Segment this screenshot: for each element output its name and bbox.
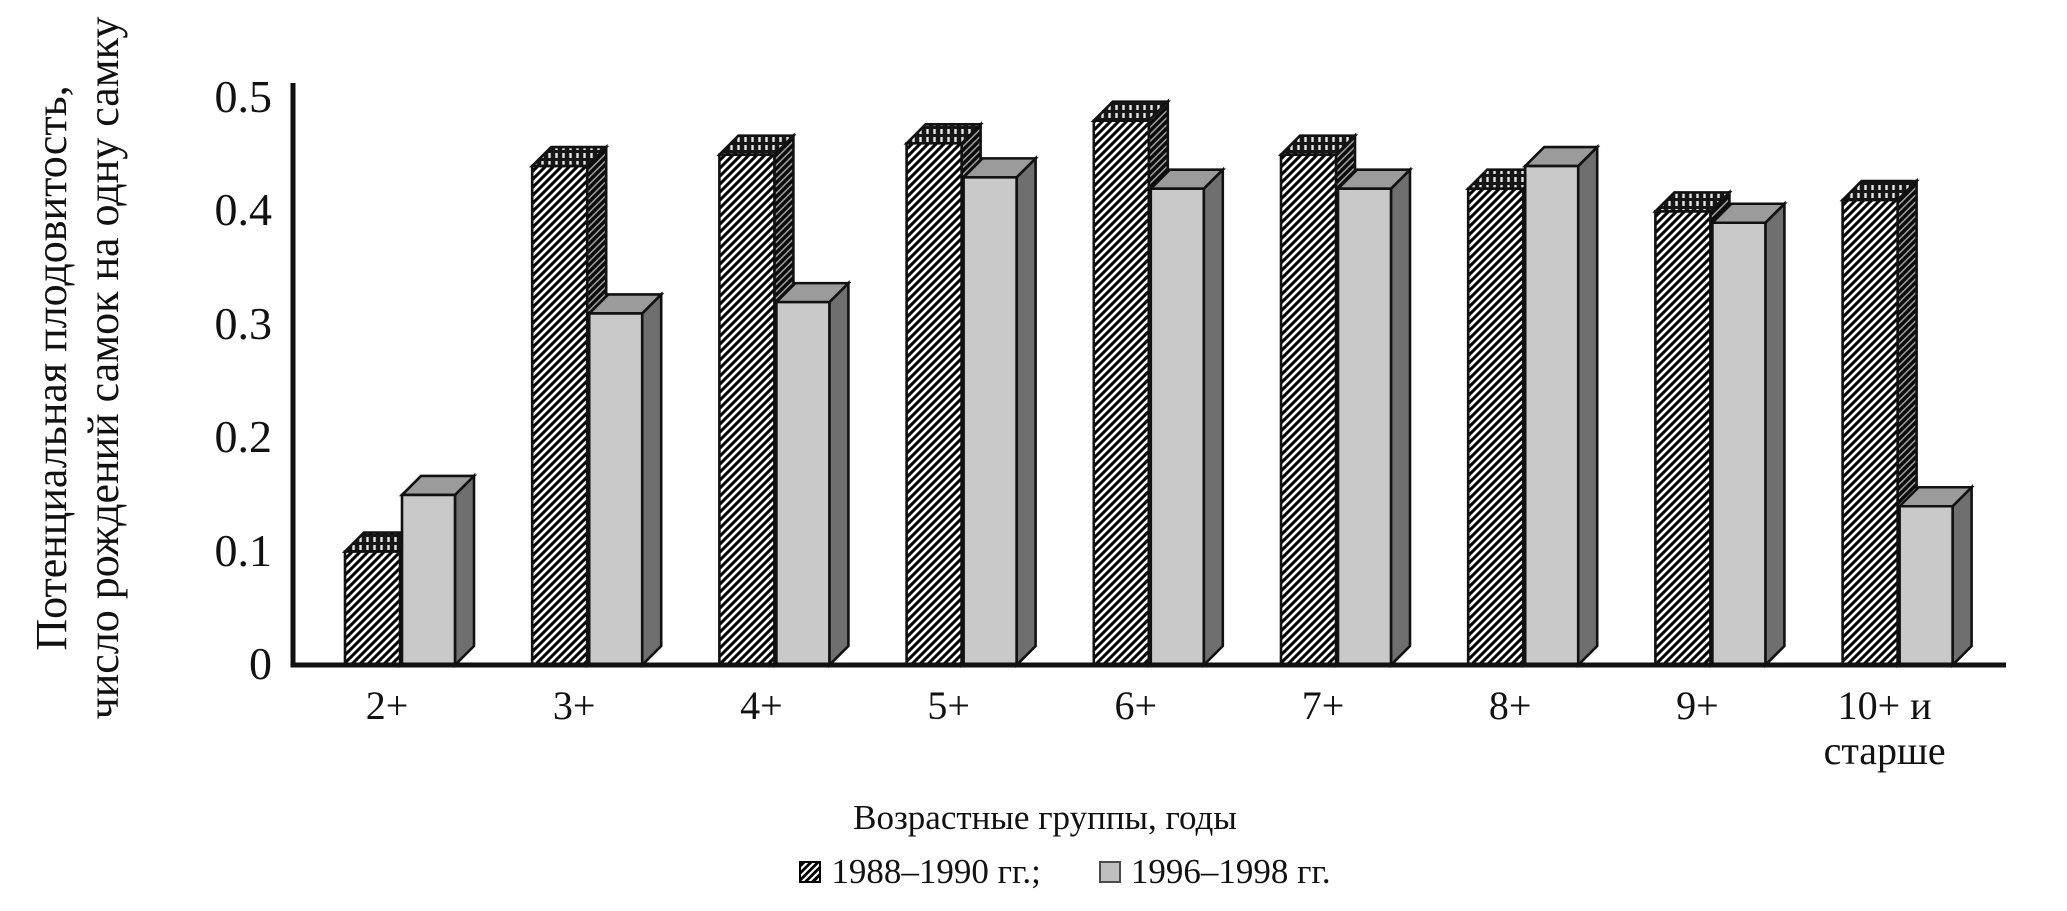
legend-swatch-gray-icon (1098, 861, 1121, 883)
y-tick-0.1: 0.1 (214, 524, 273, 576)
x-label-9+: 9+ (1676, 683, 1719, 728)
bars-layer (341, 98, 1975, 669)
bar-1996-1998-4+-front (775, 300, 831, 667)
x-label-4+: 4+ (740, 683, 783, 728)
y-tick-0.2: 0.2 (214, 411, 273, 463)
bar-1996-1998-8+-side (1576, 143, 1599, 669)
bar-1996-1998-6+ (1147, 166, 1226, 669)
bar-1988-1990-2+-front (343, 550, 402, 667)
y-tick-0.3: 0.3 (214, 297, 273, 349)
bar-1988-1990-7+-front (1279, 153, 1338, 667)
y-tick-0: 0 (249, 638, 272, 690)
bar-1996-1998-10+ и (1896, 484, 1975, 669)
bar-1996-1998-10+ и-front (1898, 504, 1954, 667)
x-label-7+: 7+ (1301, 683, 1345, 728)
y-tick-0.5: 0.5 (214, 71, 273, 123)
bar-1988-1990-4+-front (718, 153, 776, 667)
bar-1996-1998-9+ (1709, 200, 1788, 669)
bar-1996-1998-2+-side (453, 472, 476, 669)
bar-1996-1998-5+ (960, 155, 1039, 669)
bar-1996-1998-9+-side (1764, 200, 1786, 669)
x-label-6+: 6+ (1114, 683, 1158, 728)
bar-1996-1998-3+-front (587, 312, 644, 667)
legend-item-1996-1998: 1996–1998 гг. (1098, 852, 1331, 892)
bar-1996-1998-8+ (1522, 143, 1601, 669)
legend-label-1996-1998: 1996–1998 гг. (1130, 852, 1331, 891)
bar-1996-1998-6+-front (1149, 187, 1206, 667)
legend: 1988–1990 гг.; 1996–1998 гг. (0, 852, 2067, 892)
bar-1988-1990-5+-front (905, 142, 963, 667)
bar-1996-1998-9+-front (1711, 221, 1767, 667)
bar-1996-1998-5+-front (962, 176, 1018, 667)
x-axis-title: Возрастные группы, годы (853, 798, 1237, 837)
bar-1988-1990-9+-front (1654, 210, 1712, 667)
bar-1996-1998-5+-side (1015, 155, 1037, 669)
legend-label-1988-1990: 1988–1990 гг.; (831, 852, 1041, 891)
x-label-5+: 5+ (927, 683, 970, 728)
x-label-8+: 8+ (1488, 683, 1532, 728)
x-label-2+: 2+ (365, 683, 409, 728)
y-tick-0.4: 0.4 (214, 184, 273, 236)
bar-1996-1998-7+ (1334, 166, 1414, 669)
bar-1988-1990-8+-front (1466, 187, 1525, 667)
legend-item-1988-1990: 1988–1990 гг.; (799, 852, 1041, 892)
bar-1988-1990-6+-front (1092, 119, 1151, 667)
bar-1996-1998-10+ и-side (1951, 484, 1973, 669)
bar-1996-1998-2+ (398, 472, 478, 669)
bar-1996-1998-4+ (773, 279, 852, 669)
bar-1996-1998-4+-side (828, 279, 850, 669)
bar-1996-1998-7+-side (1389, 166, 1412, 669)
bar-1996-1998-2+-front (400, 493, 457, 667)
x-label-3+: 3+ (552, 683, 596, 728)
bar-1996-1998-7+-front (1336, 187, 1393, 667)
bar-1988-1990-10+ и-front (1841, 198, 1899, 667)
axes (290, 83, 2006, 668)
bar-1996-1998-6+-side (1202, 166, 1225, 669)
bar-1996-1998-8+-front (1523, 164, 1580, 667)
legend-swatch-hatched-icon (799, 861, 822, 883)
x-label-10+ и: 10+ и старше (1823, 683, 1946, 773)
bar-1996-1998-3+ (586, 291, 665, 669)
bar-1988-1990-3+-front (530, 164, 589, 667)
bar-1996-1998-3+-side (640, 291, 663, 669)
